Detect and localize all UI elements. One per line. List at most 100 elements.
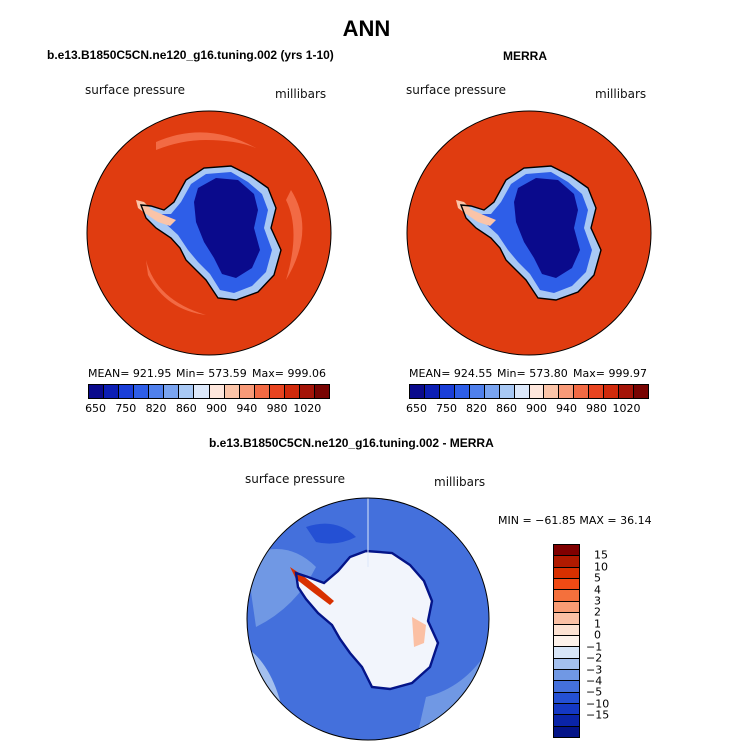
colorbar-swatch bbox=[554, 692, 579, 705]
colorbar-swatch bbox=[554, 556, 579, 568]
diff-colorbar bbox=[553, 544, 580, 738]
colorbar-swatch bbox=[554, 669, 579, 682]
colorbar-swatch bbox=[554, 545, 579, 557]
model-peninsula bbox=[136, 200, 176, 226]
colorbar-swatch bbox=[239, 385, 255, 398]
colorbar-swatch bbox=[554, 590, 579, 602]
model-min: Min= 573.59 bbox=[176, 367, 247, 380]
model-mean: MEAN= 921.95 bbox=[88, 367, 172, 380]
colorbar-tick-label: −3 bbox=[586, 663, 603, 677]
colorbar-swatch bbox=[104, 385, 120, 398]
colorbar-swatch bbox=[554, 624, 579, 636]
colorbar-tick-label: 940 bbox=[236, 402, 258, 415]
model-colorbar bbox=[88, 384, 330, 399]
obs-ice-core bbox=[514, 178, 580, 278]
colorbar-tick-label: 980 bbox=[586, 402, 607, 415]
colorbar-swatch bbox=[499, 385, 515, 398]
colorbar-tick-label: −4 bbox=[586, 674, 603, 688]
obs-colorbar-ticks: 650 750 820 860 900 940 980 1020 bbox=[406, 402, 647, 416]
colorbar-swatch bbox=[454, 385, 470, 398]
model-max: Max= 999.06 bbox=[252, 367, 326, 380]
colorbar-swatch bbox=[554, 726, 579, 738]
diff-field-label: surface pressure bbox=[245, 472, 345, 486]
colorbar-tick-label: 2 bbox=[594, 605, 601, 619]
colorbar-swatch bbox=[554, 613, 579, 625]
colorbar-tick-label: 900 bbox=[526, 402, 547, 415]
colorbar-tick-label: 940 bbox=[556, 402, 577, 415]
colorbar-swatch bbox=[179, 385, 195, 398]
colorbar-swatch bbox=[194, 385, 210, 398]
colorbar-tick-label: 3 bbox=[594, 594, 601, 608]
colorbar-tick-label: −5 bbox=[586, 685, 603, 699]
colorbar-swatch bbox=[529, 385, 545, 398]
colorbar-tick-label: 980 bbox=[266, 402, 288, 415]
colorbar-swatch bbox=[604, 385, 620, 398]
colorbar-swatch bbox=[254, 385, 270, 398]
colorbar-swatch bbox=[634, 385, 648, 398]
colorbar-swatch bbox=[574, 385, 590, 398]
colorbar-swatch bbox=[554, 647, 579, 659]
diff-polar-map bbox=[246, 497, 490, 741]
colorbar-swatch bbox=[554, 635, 579, 648]
colorbar-swatch bbox=[554, 681, 579, 693]
obs-min: Min= 573.80 bbox=[497, 367, 568, 380]
diff-coastline bbox=[294, 549, 440, 691]
model-high-band-top bbox=[156, 132, 256, 150]
model-ice-core bbox=[194, 178, 260, 278]
colorbar-tick-label: 860 bbox=[496, 402, 517, 415]
colorbar-swatch bbox=[149, 385, 165, 398]
colorbar-tick-label: −1 bbox=[586, 640, 603, 654]
colorbar-swatch bbox=[554, 704, 579, 716]
colorbar-tick-label: 750 bbox=[436, 402, 457, 415]
colorbar-swatch bbox=[209, 385, 225, 398]
diff-peninsula-positive bbox=[290, 567, 334, 605]
colorbar-tick-label: 1 bbox=[594, 617, 601, 631]
colorbar-swatch bbox=[619, 385, 635, 398]
colorbar-tick-label: −2 bbox=[586, 651, 603, 665]
colorbar-tick-label: 650 bbox=[85, 402, 107, 415]
colorbar-tick-label: 860 bbox=[175, 402, 197, 415]
colorbar-swatch bbox=[514, 385, 530, 398]
model-panel-title: b.e13.B1850C5CN.ne120_g16.tuning.002 (yr… bbox=[47, 48, 334, 62]
diff-colorbar-ticks: 15 10 5 4 3 2 1 0 −1 −2 −3 −4 −5 −10 −15 bbox=[586, 544, 626, 736]
main-title: ANN bbox=[342, 16, 391, 41]
diff-min-max: MIN = −61.85 MAX = 36.14 bbox=[498, 514, 652, 527]
colorbar-tick-label: 0 bbox=[594, 628, 601, 642]
colorbar-tick-label: 820 bbox=[466, 402, 487, 415]
colorbar-swatch bbox=[554, 567, 579, 580]
colorbar-tick-label: 5 bbox=[594, 571, 601, 585]
colorbar-swatch bbox=[589, 385, 605, 398]
colorbar-swatch bbox=[269, 385, 285, 398]
colorbar-tick-label: 820 bbox=[145, 402, 167, 415]
model-high-band-right bbox=[286, 190, 303, 280]
colorbar-swatch bbox=[89, 385, 105, 398]
colorbar-swatch bbox=[439, 385, 455, 398]
colorbar-tick-label: 10 bbox=[594, 560, 608, 574]
obs-max: Max= 999.97 bbox=[573, 367, 647, 380]
colorbar-tick-label: 1020 bbox=[293, 402, 322, 415]
colorbar-tick-label: 4 bbox=[594, 583, 601, 597]
colorbar-swatch bbox=[554, 579, 579, 591]
diff-panel-title: b.e13.B1850C5CN.ne120_g16.tuning.002 - M… bbox=[209, 436, 494, 450]
obs-colorbar bbox=[409, 384, 649, 399]
obs-mean: MEAN= 924.55 bbox=[409, 367, 493, 380]
diff-light-patch-left bbox=[247, 549, 316, 627]
colorbar-swatch bbox=[314, 385, 329, 398]
colorbar-swatch bbox=[559, 385, 575, 398]
colorbar-tick-label: 900 bbox=[206, 402, 228, 415]
obs-field-label: surface pressure bbox=[406, 83, 506, 97]
colorbar-swatch bbox=[410, 385, 425, 398]
colorbar-tick-label: −15 bbox=[586, 708, 610, 722]
colorbar-swatch bbox=[164, 385, 180, 398]
colorbar-swatch bbox=[299, 385, 315, 398]
colorbar-swatch bbox=[119, 385, 135, 398]
model-units-label: millibars bbox=[275, 87, 327, 101]
obs-coastline bbox=[459, 165, 602, 301]
colorbar-swatch bbox=[554, 658, 579, 670]
model-high-band-left bbox=[146, 260, 206, 315]
colorbar-tick-label: 750 bbox=[115, 402, 137, 415]
colorbar-tick-label: 15 bbox=[594, 548, 608, 562]
obs-polar-map bbox=[406, 110, 652, 356]
model-coastline bbox=[139, 165, 282, 301]
colorbar-tick-label: 650 bbox=[406, 402, 427, 415]
